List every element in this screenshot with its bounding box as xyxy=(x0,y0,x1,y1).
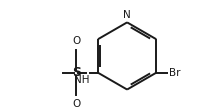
Text: Br: Br xyxy=(169,68,181,78)
Text: NH: NH xyxy=(74,75,89,85)
Text: O: O xyxy=(72,99,80,109)
Text: O: O xyxy=(72,36,80,46)
Text: N: N xyxy=(123,10,131,20)
Text: S: S xyxy=(72,66,81,79)
